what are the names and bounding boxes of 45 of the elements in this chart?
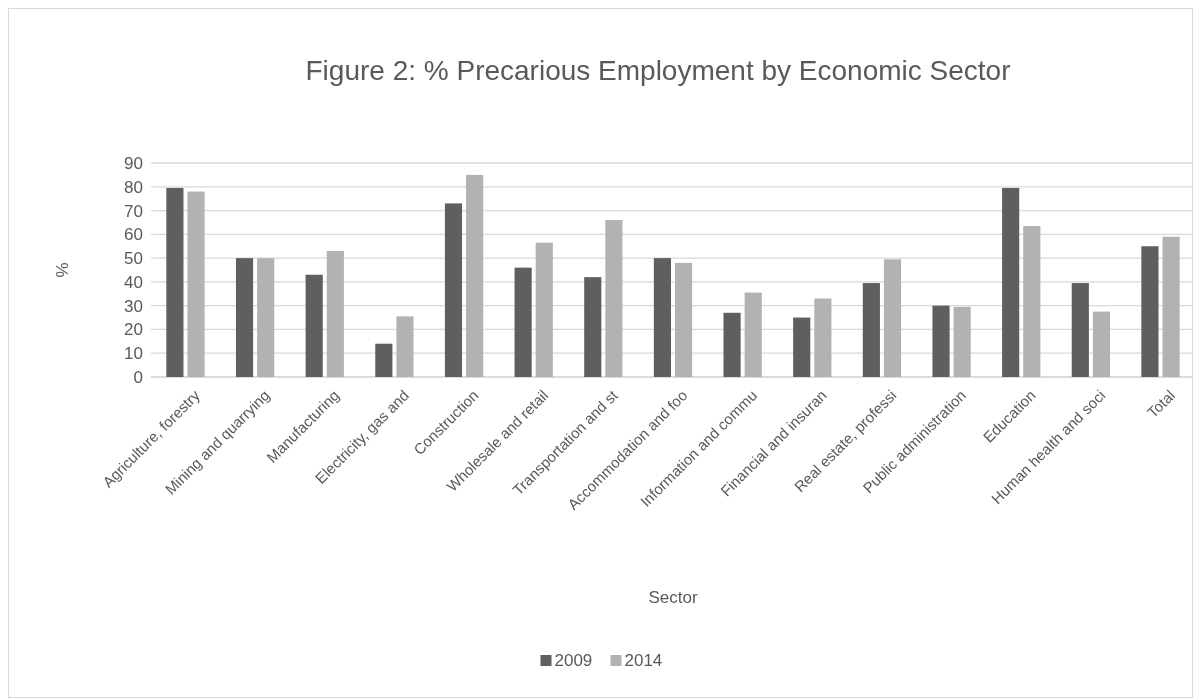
bar bbox=[723, 312, 741, 377]
bar bbox=[675, 262, 693, 377]
bar bbox=[1141, 246, 1159, 377]
y-tick-label: 40 bbox=[124, 272, 143, 292]
bar bbox=[744, 292, 762, 377]
bar bbox=[466, 174, 484, 377]
y-tick-label: 90 bbox=[124, 153, 143, 173]
bar bbox=[514, 267, 532, 377]
bar bbox=[953, 306, 971, 377]
bar bbox=[932, 305, 950, 377]
bar bbox=[257, 258, 275, 377]
bar bbox=[444, 203, 463, 377]
bar bbox=[305, 274, 323, 377]
bar bbox=[653, 258, 671, 377]
y-tick-label: 60 bbox=[124, 225, 143, 245]
bar bbox=[535, 242, 553, 377]
chart-title: Figure 2: % Precarious Employment by Economic Sector bbox=[305, 55, 1011, 86]
bar bbox=[1002, 187, 1020, 377]
bar bbox=[235, 258, 254, 377]
bar bbox=[1023, 226, 1041, 377]
y-tick-label: 10 bbox=[124, 344, 143, 364]
bar bbox=[814, 298, 832, 377]
legend-label: 2014 bbox=[624, 651, 663, 670]
bar bbox=[396, 316, 414, 377]
y-axis-title: % bbox=[53, 262, 72, 278]
bar bbox=[1092, 311, 1111, 377]
bar bbox=[187, 191, 205, 377]
y-tick-label: 0 bbox=[133, 367, 143, 387]
bar bbox=[883, 259, 902, 377]
bar bbox=[862, 283, 880, 377]
bar bbox=[605, 220, 623, 377]
bar bbox=[1071, 283, 1089, 377]
bar bbox=[793, 317, 811, 377]
bar bbox=[166, 187, 184, 377]
y-tick-label: 20 bbox=[124, 320, 143, 340]
bar bbox=[1162, 236, 1180, 377]
bar bbox=[326, 250, 344, 377]
y-tick-label: 70 bbox=[124, 201, 143, 221]
bar bbox=[375, 343, 393, 377]
bar bbox=[584, 277, 602, 377]
legend-label: 2009 bbox=[554, 651, 593, 670]
y-tick-label: 80 bbox=[124, 177, 143, 197]
x-axis-title: Sector bbox=[648, 588, 698, 607]
y-tick-label: 50 bbox=[124, 249, 143, 269]
y-tick-label: 30 bbox=[124, 296, 143, 316]
